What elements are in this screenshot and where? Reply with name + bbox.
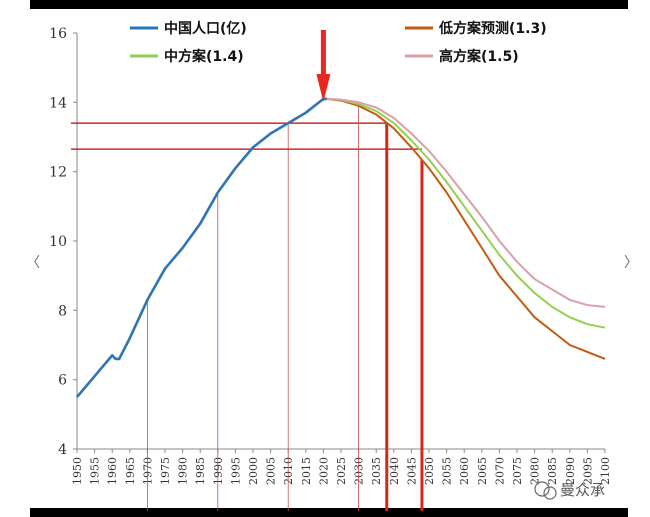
y-tick-label: 4	[58, 442, 67, 458]
arrow-head-icon	[316, 74, 331, 102]
x-tick-label: 2015	[300, 457, 313, 485]
wechat-icon	[534, 481, 550, 497]
top-border-bar	[30, 0, 628, 9]
x-tick-label: 1965	[124, 457, 137, 485]
y-tick-label: 6	[58, 373, 67, 389]
y-tick-label: 12	[49, 165, 67, 181]
x-tick-label: 1995	[229, 457, 242, 485]
legend-label: 中方案(1.4)	[164, 48, 244, 65]
x-tick-label: 2090	[564, 457, 577, 485]
watermark-text: 曼众承	[560, 481, 605, 499]
x-tick-label: 2075	[511, 457, 524, 485]
x-tick-label: 1985	[194, 457, 207, 485]
x-tick-label: 2025	[335, 457, 348, 485]
y-tick-label: 8	[58, 303, 67, 319]
x-tick-label: 2005	[265, 457, 278, 485]
x-tick-label: 2000	[247, 457, 260, 485]
arrow-shaft	[320, 30, 326, 76]
x-tick-label: 2010	[282, 457, 295, 485]
x-tick-label: 2100	[599, 457, 612, 485]
y-tick-label: 10	[49, 234, 67, 250]
series-lines	[76, 97, 606, 398]
x-tick-label: 2065	[476, 457, 489, 485]
x-tick-label: 2095	[581, 457, 594, 485]
x-tick-label: 1955	[89, 457, 102, 485]
y-tick-label: 14	[49, 95, 67, 111]
wechat-icon-bubble	[543, 486, 557, 500]
x-tick-label: 2020	[317, 457, 330, 485]
peak-arrow	[316, 30, 331, 102]
x-tick-label: 1950	[71, 457, 84, 485]
chevron-right-icon[interactable]: 〉	[624, 255, 638, 271]
x-tick-label: 1975	[159, 457, 172, 485]
axes: 4 6 8 10 12 14 16 1950 1955 1960 1965 1970 1975 1980 1…	[49, 26, 612, 485]
y-tick-label: 16	[49, 26, 67, 42]
x-tick-label: 2085	[546, 457, 559, 485]
x-tick-label: 2060	[458, 457, 471, 485]
watermark: 曼众承	[534, 481, 605, 500]
x-tick-label: 1990	[212, 457, 225, 485]
x-tick-label: 2045	[405, 457, 418, 485]
legend-label: 中国人口(亿)	[164, 20, 247, 37]
legend-label: 低方案预测(1.3)	[438, 20, 547, 37]
bottom-border-bar	[30, 508, 628, 517]
series-line	[326, 97, 606, 308]
legend: 中国人口(亿) 低方案预测(1.3) 中方案(1.4) 高方案(1.5)	[130, 20, 547, 65]
series-line	[326, 97, 606, 360]
x-tick-label: 2030	[353, 457, 366, 485]
x-tick-label: 1970	[141, 457, 154, 485]
legend-label: 高方案(1.5)	[439, 48, 519, 65]
x-tick-label: 2035	[370, 457, 383, 485]
x-tick-label: 2055	[441, 457, 454, 485]
x-tick-label: 2080	[529, 457, 542, 485]
series-line	[76, 97, 327, 398]
x-tick-label: 2040	[388, 457, 401, 485]
x-tick-label: 2050	[423, 457, 436, 485]
x-tick-label: 1960	[106, 457, 119, 485]
x-tick-label: 2070	[493, 457, 506, 485]
x-tick-label: 1980	[177, 457, 190, 485]
reference-lines	[71, 105, 424, 511]
series-line	[326, 97, 606, 329]
chevron-left-icon[interactable]: 〈	[26, 255, 40, 271]
